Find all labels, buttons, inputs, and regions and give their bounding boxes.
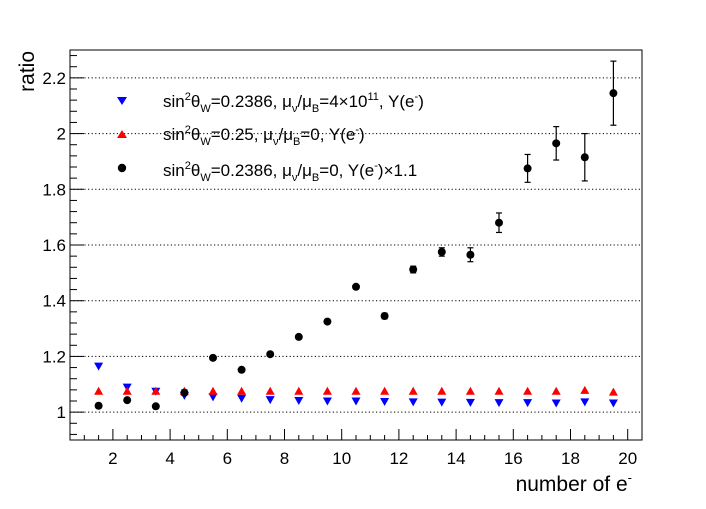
data-point [551,386,561,395]
data-point [265,396,275,405]
y-axis-label: ratio [16,51,39,92]
data-point [408,386,418,395]
data-point [437,247,446,256]
legend-text-2: sin2θW=0.25, μν/μB=0, Y(e-) [163,124,365,148]
data-point [94,386,104,395]
data-point [608,399,618,408]
data-point [237,365,246,374]
data-point [551,399,561,408]
data-point [351,397,361,406]
data-point [380,398,390,407]
data-point [408,398,418,407]
x-axis-label-text: number of e [516,473,628,496]
data-point [294,332,303,341]
data-point [580,385,590,394]
data-point [437,398,447,407]
data-point [294,396,304,405]
x-tick-label: 2 [108,449,117,468]
data-point [523,164,532,173]
data-point [609,89,618,98]
data-point [380,386,390,395]
x-axis-label: number of e- [516,470,632,496]
data-point [151,386,161,395]
data-point [409,265,418,274]
x-tick-label: 6 [223,449,232,468]
x-axis-label-sup: - [628,470,632,485]
data-point [208,386,218,395]
y-axis-ticks: 1 1.2 1.4 1.6 1.8 2 2.2 [42,55,84,435]
data-point [266,350,275,359]
x-tick-label: 12 [389,449,408,468]
data-point [237,394,247,403]
data-point [494,386,504,395]
legend-entry-2: sin2θW=0.25, μν/μB=0, Y(e-) [117,124,365,148]
data-point [265,386,275,395]
x-tick-label: 16 [504,449,523,468]
data-point [494,399,504,408]
legend-marker-circle [117,163,127,173]
data-point [209,353,217,362]
legend-text-3: sin2θW=0.2386, μν/μB=0, Y(e-)×1.1 [163,160,417,184]
data-point [523,399,533,408]
legend-text-1: sin2θW=0.2386, μν/μB=4×1011, Y(e-) [163,91,424,115]
series-layer [94,60,618,411]
series-3 [94,60,618,411]
y-tick-label: 2 [57,125,66,144]
legend-entry-3: sin2θW=0.2386, μν/μB=0, Y(e-)×1.1 [117,160,417,184]
data-point [208,393,218,402]
data-point [323,317,332,326]
x-tick-label: 8 [280,449,289,468]
x-tick-label: 4 [165,449,174,468]
y-tick-label: 2.2 [42,69,66,88]
x-tick-label: 14 [447,449,466,468]
x-tick-label: 10 [332,449,351,468]
data-point [580,153,589,162]
data-point [94,362,104,371]
data-point [294,386,304,395]
x-axis-ticks: 2 4 6 8 10 12 14 16 18 20 [83,429,637,468]
data-point [437,386,447,395]
data-point [123,396,132,405]
legend: sin2θW=0.2386, μν/μB=4×1011, Y(e-) sin2θ… [117,91,424,184]
data-point [237,386,247,395]
data-point [552,139,561,148]
data-point [122,386,132,395]
data-point [322,397,332,406]
y-tick-label: 1.6 [42,236,66,255]
legend-marker-triangle-up [117,130,127,138]
data-point [608,387,618,396]
data-point [465,398,475,407]
data-point [465,386,475,395]
x-tick-label: 20 [618,449,637,468]
x-tick-label: 18 [561,449,580,468]
data-point [180,388,189,397]
y-tick-label: 1.4 [42,292,66,311]
legend-entry-1: sin2θW=0.2386, μν/μB=4×1011, Y(e-) [117,91,424,115]
y-tick-label: 1.8 [42,180,66,199]
data-point [151,402,160,411]
y-tick-label: 1 [57,403,66,422]
data-point [322,386,332,395]
legend-marker-triangle-down [117,97,127,105]
data-point [94,401,103,410]
y-tick-label: 1.2 [42,347,66,366]
data-point [466,250,475,259]
data-point [523,386,533,395]
data-point [580,398,590,407]
data-point [351,386,361,395]
series-1 [94,362,618,408]
data-point [352,282,360,291]
series-2 [94,385,618,396]
data-point [380,312,389,321]
data-point [495,218,503,227]
